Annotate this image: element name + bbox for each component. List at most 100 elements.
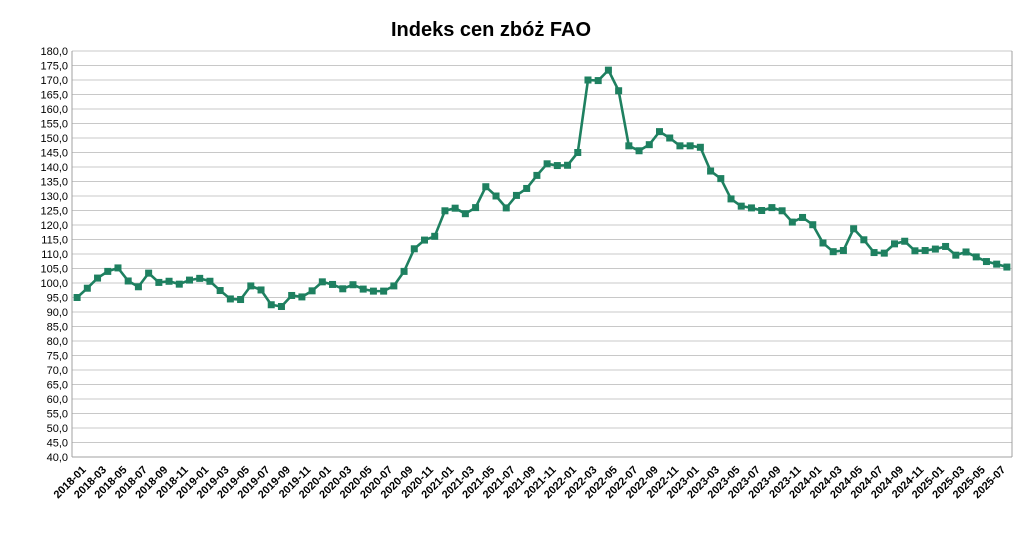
data-point-marker — [421, 236, 428, 244]
data-point-marker — [931, 245, 939, 253]
y-axis-ticks: 40,0 45,0 50,0 55,0 60,0 65,0 70,0 75,0 80,0 85,0… — [40, 46, 68, 464]
data-point-marker — [277, 302, 285, 310]
data-point-marker — [369, 287, 377, 295]
data-point-marker — [584, 76, 592, 84]
data-point-marker — [349, 281, 357, 289]
y-tick-label: 60,0 — [47, 394, 68, 406]
data-point-marker — [993, 260, 1001, 268]
data-point-marker — [186, 276, 193, 284]
data-point-marker — [860, 236, 868, 244]
data-point-marker — [329, 280, 337, 288]
data-point-marker — [237, 296, 245, 304]
data-point-marker — [829, 248, 837, 256]
y-tick-label: 180,0 — [40, 46, 68, 58]
data-point-marker — [73, 294, 81, 301]
data-point-marker — [870, 249, 878, 257]
data-point-marker — [952, 251, 960, 259]
data-point-marker — [778, 207, 786, 215]
data-point-marker — [492, 192, 500, 200]
data-point-marker — [891, 240, 898, 248]
axes — [71, 51, 1013, 458]
data-point-marker — [911, 247, 919, 255]
data-point-marker — [625, 142, 633, 150]
data-point-marker — [615, 87, 623, 95]
y-tick-label: 110,0 — [41, 249, 68, 261]
y-tick-label: 45,0 — [47, 438, 68, 450]
data-point-marker — [553, 162, 561, 170]
data-point-marker — [431, 232, 439, 240]
y-tick-label: 80,0 — [47, 336, 68, 348]
data-point-marker — [390, 282, 398, 290]
data-point-marker — [94, 274, 102, 282]
data-point-marker — [594, 77, 602, 85]
data-point-marker — [267, 301, 275, 309]
y-tick-label: 165,0 — [40, 90, 68, 102]
data-point-marker — [707, 167, 715, 175]
data-point-marker — [747, 204, 755, 212]
data-point-marker — [666, 134, 674, 142]
data-point-marker — [114, 264, 122, 272]
data-point-marker — [819, 239, 827, 247]
data-point-marker — [768, 204, 776, 212]
y-tick-label: 85,0 — [47, 322, 68, 334]
data-point-marker — [359, 285, 367, 293]
y-tick-label: 135,0 — [40, 177, 68, 189]
data-point-marker — [962, 248, 970, 256]
y-tick-label: 175,0 — [40, 61, 68, 73]
y-tick-label: 140,0 — [40, 162, 68, 174]
data-point-marker — [523, 184, 531, 192]
y-tick-label: 170,0 — [40, 75, 68, 87]
data-point-marker — [257, 286, 265, 294]
data-point-marker — [247, 282, 255, 290]
data-point-marker — [400, 267, 408, 275]
y-tick-label: 160,0 — [40, 104, 68, 116]
data-point-marker — [839, 247, 847, 255]
data-point-marker — [206, 277, 214, 285]
data-point-marker — [727, 195, 735, 203]
data-point-marker — [155, 278, 163, 286]
chart-title: Indeks cen zbóż FAO — [391, 19, 591, 41]
data-point-marker — [758, 207, 766, 214]
data-point-marker — [216, 287, 224, 295]
data-point-marker — [686, 142, 694, 150]
data-point-marker — [574, 149, 582, 156]
data-point-marker — [308, 287, 316, 295]
series-cereal-price-index — [73, 66, 1011, 310]
data-point-marker — [482, 183, 490, 191]
y-tick-label: 120,0 — [40, 220, 68, 232]
y-tick-label: 130,0 — [40, 191, 68, 203]
x-axis-ticks: 2018-012018-032018-052018-072018-092018-… — [52, 464, 1009, 501]
data-point-marker — [451, 204, 459, 212]
data-point-marker — [318, 278, 326, 286]
data-point-marker — [564, 161, 572, 169]
data-point-marker — [441, 207, 449, 215]
y-tick-label: 55,0 — [47, 409, 68, 421]
data-point-marker — [656, 128, 663, 136]
data-point-marker — [604, 66, 612, 74]
data-point-marker — [461, 210, 469, 218]
data-point-marker — [901, 237, 909, 245]
data-point-marker — [339, 285, 347, 293]
data-point-marker — [472, 204, 480, 212]
data-point-marker — [676, 142, 684, 150]
y-tick-label: 65,0 — [47, 380, 68, 392]
y-tick-label: 70,0 — [47, 365, 68, 377]
data-point-marker — [921, 247, 929, 255]
data-point-marker — [645, 141, 653, 149]
data-point-marker — [512, 191, 520, 199]
data-point-marker — [799, 213, 807, 221]
data-point-marker — [809, 221, 817, 229]
data-point-marker — [880, 249, 888, 257]
y-tick-label: 90,0 — [47, 307, 68, 319]
y-tick-label: 95,0 — [47, 293, 68, 305]
data-point-marker — [788, 218, 796, 226]
y-tick-label: 50,0 — [47, 423, 68, 435]
data-point-marker — [635, 147, 643, 155]
y-tick-label: 40,0 — [47, 452, 68, 464]
data-point-marker — [972, 253, 980, 261]
data-point-marker — [83, 284, 91, 292]
data-point-marker — [982, 258, 990, 266]
data-point-marker — [410, 245, 418, 253]
data-point-marker — [196, 274, 204, 282]
